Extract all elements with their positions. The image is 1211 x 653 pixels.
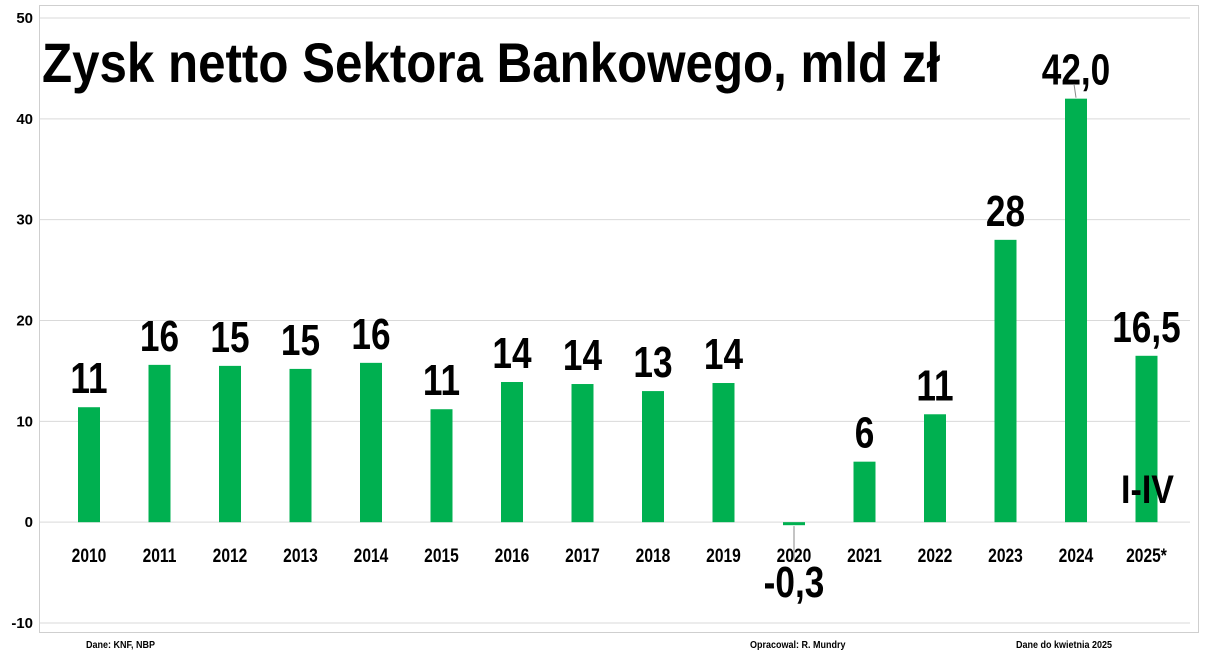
y-tick-label: 50 [16,10,33,27]
x-tick-label: 2023 [988,545,1023,567]
data-label: -0,3 [764,558,825,607]
data-label: 14 [704,330,743,379]
data-label: 16 [140,312,179,361]
x-tick-label: 2013 [283,545,318,567]
data-label: 15 [281,316,320,365]
x-tick-label: 2011 [143,545,177,567]
data-label: 6 [855,409,875,458]
bar [1135,355,1158,523]
bar [1065,98,1087,523]
y-axis-ticks: -10 0 10 20 30 40 50 [11,10,33,632]
x-tick-label: 2019 [706,545,741,567]
x-tick-label: 2010 [72,545,107,567]
footer-source: Dane: KNF, NBP [86,640,156,651]
bar [924,414,946,523]
data-label: 16 [351,310,390,359]
bar [783,522,805,526]
x-tick-label: 2017 [565,545,600,567]
bar [712,383,735,523]
data-label: 42,0 [1042,46,1110,95]
bar [219,365,241,523]
data-label: 11 [423,357,460,406]
bar [642,391,664,523]
bar [289,368,312,523]
leader-line [1073,83,1077,98]
x-tick-label: 2022 [918,545,953,567]
data-label: 11 [916,362,953,411]
period-annotation: I-IV [1121,466,1174,511]
data-label: 15 [210,313,249,362]
x-tick-label: 2021 [847,545,882,567]
bar [430,409,453,523]
x-tick-label: 2012 [213,545,248,567]
data-label: 13 [633,338,672,387]
x-tick-label: 2016 [495,545,530,567]
bar [148,364,171,523]
x-tick-label: 2025* [1126,545,1167,567]
y-tick-label: 0 [25,514,33,531]
footer-author: Opracowal: R. Mundry [750,640,846,651]
data-label: 11 [70,355,107,404]
bar [571,384,594,523]
x-axis-ticks: 2010 2011 2012 2013 2014 2015 2016 2017 2018 2019… [72,545,1167,567]
y-tick-label: 20 [16,313,33,330]
y-tick-label: -10 [11,615,33,632]
bars [78,98,1158,526]
x-tick-label: 2015 [424,545,459,567]
data-labels: 11 16 15 15 16 11 14 14 13 14 -0,3 6 11 28 42,0 16,5 [70,46,1180,607]
y-tick-label: 40 [16,111,33,128]
footer-period: Dane do kwietnia 2025 [1016,640,1113,651]
y-tick-label: 10 [16,413,33,430]
annotations: I-IV [793,83,1174,560]
x-tick-label: 2014 [354,545,389,567]
data-label: 28 [986,187,1025,236]
bar [853,461,876,523]
bar [360,362,382,523]
chart-title: Zysk netto Sektora Bankowego, mld zł [42,31,941,94]
bar [78,407,100,523]
data-label: 16,5 [1112,303,1180,352]
y-tick-label: 30 [16,212,33,229]
x-tick-label: 2018 [636,545,671,567]
x-tick-label: 2024 [1059,545,1094,567]
bar [501,382,523,523]
data-label: 14 [563,331,602,380]
data-label: 14 [492,329,531,378]
chart-frame [39,5,1199,633]
bar [994,239,1017,523]
